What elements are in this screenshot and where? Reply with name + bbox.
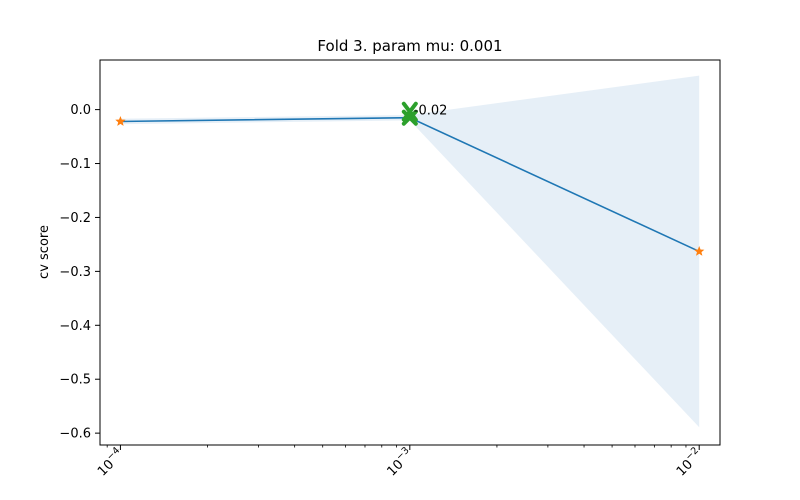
y-tick-label: −0.1 xyxy=(59,157,91,172)
data-point-marker xyxy=(694,246,705,256)
chart-title: Fold 3. param mu: 0.001 xyxy=(317,37,502,55)
x-tick-label: 10−4 xyxy=(93,445,127,479)
plot-layer: -0.02 0.0 −0.1 −0.2 −0.3 −0.4 −0.5 −0.610−4 10−3… xyxy=(59,59,721,479)
x-tick-label: 10−2 xyxy=(672,445,706,479)
y-tick-label: 0.0 xyxy=(70,103,91,118)
x-tick-label: 10−3 xyxy=(382,445,416,479)
y-tick-label: −0.3 xyxy=(59,265,91,280)
y-axis-title: cv score xyxy=(37,225,52,279)
y-tick-label: −0.6 xyxy=(59,427,91,442)
confidence-band xyxy=(120,75,700,428)
y-tick-label: −0.5 xyxy=(59,373,91,388)
y-tick-label: −0.2 xyxy=(59,211,91,226)
data-point-marker xyxy=(115,116,126,126)
best-point-marker xyxy=(401,101,418,126)
best-point-label: -0.02 xyxy=(414,104,448,119)
best-point-cross-stroke xyxy=(401,101,418,122)
best-point-cross-stroke xyxy=(401,109,418,126)
y-tick-label: −0.4 xyxy=(59,319,91,334)
